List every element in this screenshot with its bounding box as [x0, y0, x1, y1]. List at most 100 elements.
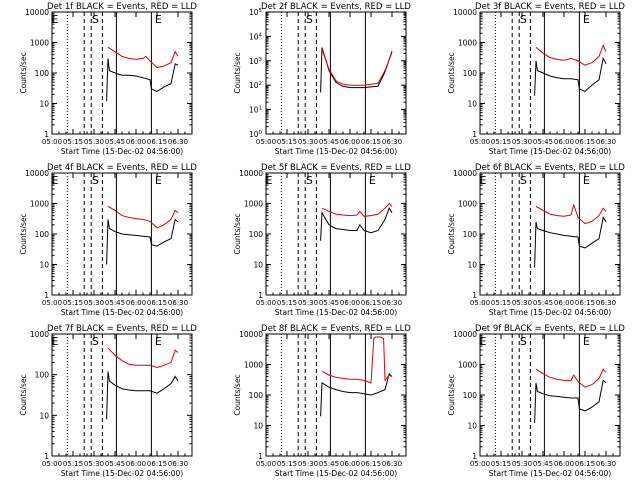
y-tick-label: 104 [249, 32, 263, 41]
y-tick-label: 1000 [30, 39, 49, 48]
x-tick-label: 05:45 [533, 299, 553, 307]
panel-title: Det 3f BLACK = Events, RED = LLD [475, 2, 625, 12]
region-marker: E [266, 174, 273, 187]
x-tick-label: 06:15 [147, 138, 167, 146]
y-tick-label: 103 [249, 57, 263, 66]
y-tick-label: 10 [467, 100, 477, 109]
chart-panel: Det 1f BLACK = Events, RED = LLD 1 10 100 10… [19, 2, 197, 156]
x-tick-label: 06:00 [554, 460, 574, 468]
region-marker: S [92, 335, 99, 348]
region-marker: S [92, 174, 99, 187]
y-tick-label: 1 [472, 452, 477, 461]
series-lld-line [107, 206, 179, 229]
region-marker: S [306, 174, 313, 187]
y-tick-label: 1000 [458, 39, 477, 48]
y-tick-label: 102 [249, 81, 262, 90]
y-tick-label: 10 [253, 261, 263, 270]
x-tick-label: 05:30 [84, 299, 104, 307]
x-tick-label: 05:00 [470, 460, 490, 468]
x-tick-label: 05:45 [533, 460, 553, 468]
series-lld-line [321, 202, 393, 217]
y-tick-label: 10 [467, 422, 477, 431]
chart-panel: Det 8f BLACK = Events, RED = LLD 1 10 100 10… [233, 324, 411, 478]
y-axis-label: Counts/sec [233, 52, 242, 93]
x-tick-label: 05:15 [491, 299, 511, 307]
x-tick-label: 05:45 [105, 299, 125, 307]
x-tick-label: 06:15 [575, 138, 595, 146]
x-tick-label: 06:30 [168, 460, 188, 468]
y-tick-label: 100 [35, 69, 50, 78]
y-tick-label: 1 [258, 291, 263, 300]
chart-panel: Det 5f BLACK = Events, RED = LLD 1 10 100 10… [233, 163, 411, 317]
region-marker: E [155, 335, 162, 348]
x-tick-label: 05:45 [105, 460, 125, 468]
y-tick-label: 10000 [453, 8, 477, 17]
x-axis-label: Start Time (15-Dec-02 04:56:00) [61, 469, 183, 478]
series-events-line [106, 58, 179, 102]
x-tick-label: 05:00 [470, 299, 490, 307]
panel-title: Det 8f BLACK = Events, RED = LLD [261, 324, 411, 334]
x-tick-label: 06:00 [126, 299, 146, 307]
x-tick-label: 06:00 [340, 299, 360, 307]
series-lld-line [535, 44, 607, 66]
y-axis-label: Counts/sec [447, 374, 456, 415]
x-tick-label: 06:00 [554, 138, 574, 146]
panel-title: Det 4f BLACK = Events, RED = LLD [47, 163, 197, 173]
series-lld-line [321, 49, 393, 86]
region-marker: E [369, 174, 376, 187]
y-tick-label: 100 [249, 391, 264, 400]
x-tick-label: 05:00 [256, 299, 276, 307]
x-tick-label: 06:15 [361, 299, 381, 307]
series-lld-line [107, 46, 179, 69]
series-events-line [106, 218, 179, 265]
x-tick-label: 05:15 [63, 299, 83, 307]
y-tick-label: 1000 [244, 200, 263, 209]
x-axis-label: Start Time (15-Dec-02 04:56:00) [61, 147, 183, 156]
x-tick-label: 05:45 [319, 460, 339, 468]
series-events-line [534, 216, 607, 268]
y-tick-label: 100 [463, 69, 478, 78]
x-tick-label: 05:15 [63, 460, 83, 468]
y-tick-label: 1 [472, 291, 477, 300]
y-tick-label: 10000 [25, 169, 49, 178]
plot-frame [479, 333, 621, 457]
x-tick-label: 05:45 [105, 138, 125, 146]
x-tick-label: 06:15 [575, 299, 595, 307]
y-tick-label: 1000 [30, 330, 49, 339]
y-tick-label: 1000 [244, 361, 263, 370]
y-tick-label: 10000 [25, 8, 49, 17]
y-tick-label: 1 [258, 452, 263, 461]
series-events-line [534, 379, 607, 424]
plot-frame [51, 11, 193, 135]
x-tick-label: 06:30 [382, 299, 402, 307]
x-tick-label: 05:15 [277, 138, 297, 146]
x-tick-label: 06:00 [554, 299, 574, 307]
x-tick-label: 05:00 [42, 460, 62, 468]
y-tick-label: 10000 [453, 330, 477, 339]
region-marker: E [155, 13, 162, 26]
region-marker: E [583, 13, 590, 26]
y-tick-label: 105 [249, 8, 263, 17]
y-tick-label: 10000 [453, 169, 477, 178]
region-marker: S [520, 13, 527, 26]
x-tick-label: 05:00 [42, 299, 62, 307]
region-marker: S [306, 13, 313, 26]
plot-frame [479, 172, 621, 296]
x-tick-label: 06:30 [596, 138, 616, 146]
y-tick-label: 10 [467, 261, 477, 270]
y-tick-label: 100 [35, 371, 50, 380]
chart-panel: Det 9f BLACK = Events, RED = LLD 1 10 100 10… [447, 324, 625, 478]
x-axis-label: Start Time (15-Dec-02 04:56:00) [61, 308, 183, 317]
x-tick-label: 06:30 [168, 299, 188, 307]
y-tick-label: 100 [249, 230, 264, 239]
x-tick-label: 06:30 [382, 460, 402, 468]
y-tick-label: 1 [44, 452, 49, 461]
region-marker: E [52, 13, 59, 26]
y-tick-label: 10 [39, 100, 49, 109]
x-tick-label: 05:15 [491, 460, 511, 468]
x-tick-label: 06:30 [168, 138, 188, 146]
series-events-line [534, 56, 607, 96]
region-marker: S [520, 335, 527, 348]
region-marker: E [480, 335, 487, 348]
